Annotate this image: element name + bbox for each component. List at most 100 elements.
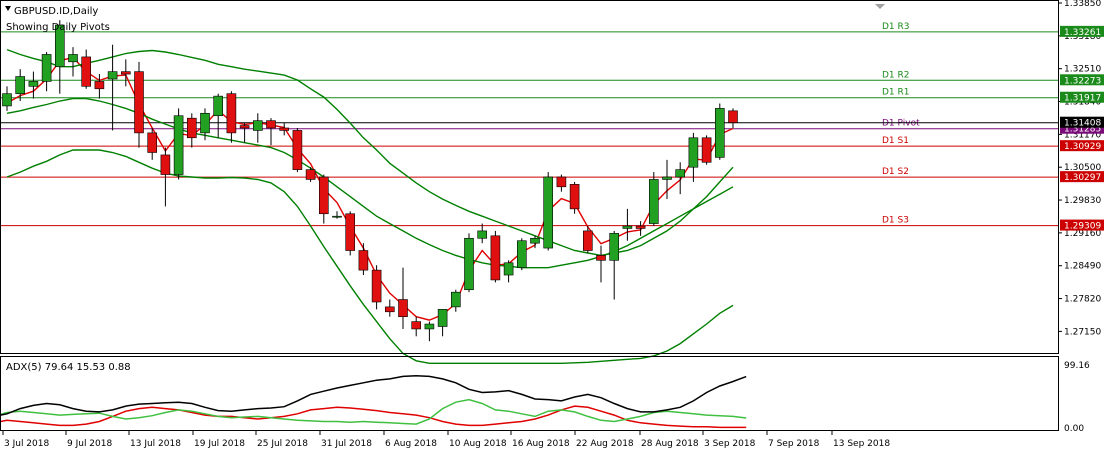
adx-pane: 99.16 0.00 bbox=[0, 361, 1090, 434]
candle-body-up bbox=[54, 24, 65, 68]
candle bbox=[54, 20, 65, 94]
candle bbox=[371, 265, 382, 310]
candle-body-up bbox=[213, 95, 223, 117]
candle-body-up bbox=[332, 215, 342, 218]
time-tick-label: 3 Sep 2018 bbox=[704, 439, 756, 449]
time-tick-label: 3 Jul 2018 bbox=[4, 439, 49, 449]
pivot-value-label: 1.30297 bbox=[1064, 173, 1101, 183]
pivot-value-label: 1.31285 bbox=[1064, 125, 1101, 135]
pivot-value-box bbox=[1060, 219, 1104, 231]
candle bbox=[94, 74, 105, 99]
candle-body-up bbox=[675, 169, 686, 178]
price-tick-label: 1.30500 bbox=[1064, 163, 1101, 173]
candle-body-down bbox=[371, 269, 382, 303]
candle bbox=[701, 135, 712, 165]
candle bbox=[121, 59, 131, 87]
price-tick-label: 1.29830 bbox=[1064, 196, 1101, 206]
candle bbox=[28, 71, 39, 99]
candle-body-up bbox=[648, 179, 659, 224]
candle-body-down bbox=[398, 299, 408, 317]
candle bbox=[200, 108, 210, 141]
pivot-label: D1 S2 bbox=[882, 167, 909, 177]
candle bbox=[358, 243, 369, 276]
candle-body-up bbox=[437, 309, 448, 327]
candle bbox=[213, 93, 223, 138]
candle-body-down bbox=[305, 169, 316, 180]
candle bbox=[437, 309, 448, 337]
symbol-title: GBPUSD.ID,Daily bbox=[14, 6, 98, 17]
candle-body-up bbox=[450, 291, 461, 308]
candle-body-up bbox=[28, 81, 39, 87]
candle bbox=[569, 181, 580, 214]
time-tick-label: 13 Jul 2018 bbox=[130, 439, 181, 449]
candle-body-down bbox=[239, 125, 250, 129]
candle-body-down bbox=[121, 71, 131, 75]
time-tick-label: 16 Aug 2018 bbox=[512, 439, 570, 449]
price-tick-label: 1.29160 bbox=[1064, 229, 1101, 239]
pivot-value-label: 1.33261 bbox=[1064, 28, 1101, 38]
candle-body-up bbox=[107, 71, 118, 80]
candle-body-down bbox=[384, 306, 395, 313]
candle bbox=[15, 69, 25, 102]
candle-body-down bbox=[292, 130, 303, 170]
adx-tick-label: 99.16 bbox=[1064, 361, 1090, 371]
candle bbox=[239, 123, 250, 143]
main-pane-frame bbox=[0, 0, 1059, 354]
candle-body-up bbox=[714, 108, 725, 158]
candle-body-down bbox=[81, 56, 91, 87]
candle-body-down bbox=[490, 235, 501, 281]
pivot-label: D1 S3 bbox=[882, 216, 909, 226]
candle bbox=[635, 221, 646, 236]
candle-body-down bbox=[94, 81, 105, 90]
pivot-value-label: 1.30929 bbox=[1064, 142, 1101, 152]
price-tick-label: 1.28490 bbox=[1064, 262, 1101, 272]
adx-pane-frame bbox=[0, 356, 1059, 431]
adx-label: ADX(5) 79.64 15.53 0.88 bbox=[6, 362, 131, 373]
time-tick-label: 10 Aug 2018 bbox=[449, 439, 507, 449]
bb-lower-line bbox=[6, 149, 734, 364]
candle bbox=[543, 172, 554, 251]
adx-line-line bbox=[0, 374, 747, 416]
candle-body-up bbox=[503, 262, 514, 276]
price-axis: 1.338501.331801.325101.318401.311701.305… bbox=[1058, 0, 1104, 337]
pivot-value-box bbox=[1060, 171, 1104, 183]
candle bbox=[662, 159, 672, 200]
candle-body-up bbox=[662, 176, 672, 180]
candle-body-down bbox=[226, 93, 237, 134]
candle-body-down bbox=[318, 176, 329, 215]
adx-tick-label: 0.00 bbox=[1064, 424, 1084, 434]
candle-body-up bbox=[15, 76, 25, 94]
candle bbox=[609, 230, 620, 300]
chevron-down-icon[interactable] bbox=[5, 6, 11, 11]
candle-body-down bbox=[728, 110, 738, 123]
candle-body-down bbox=[279, 127, 290, 131]
candle-body-down bbox=[160, 154, 171, 175]
candle bbox=[81, 49, 91, 89]
candle bbox=[477, 223, 488, 244]
candle bbox=[345, 211, 356, 256]
pivot-value-label: 1.31917 bbox=[1064, 94, 1101, 104]
candle bbox=[424, 321, 435, 342]
candle bbox=[332, 211, 342, 219]
pivot-label: D1 Pivot bbox=[882, 119, 920, 129]
pivot-value-box bbox=[1060, 122, 1104, 134]
candle bbox=[490, 230, 501, 283]
candle bbox=[226, 91, 237, 143]
candle-body-up bbox=[464, 237, 474, 291]
candle-body-up bbox=[173, 115, 184, 175]
candle-body-down bbox=[187, 117, 197, 139]
candle bbox=[675, 162, 686, 195]
candle bbox=[582, 226, 593, 253]
candle bbox=[187, 113, 197, 148]
pivot-value-box bbox=[1060, 91, 1104, 103]
time-tick-label: 13 Sep 2018 bbox=[833, 439, 890, 449]
candle bbox=[556, 174, 567, 192]
candle bbox=[503, 260, 514, 283]
candle bbox=[622, 208, 633, 241]
candle bbox=[648, 172, 659, 227]
price-tick-label: 1.33850 bbox=[1064, 0, 1101, 9]
candle bbox=[253, 113, 263, 143]
candle bbox=[147, 127, 157, 160]
price-tick-label: 1.27820 bbox=[1064, 295, 1101, 305]
